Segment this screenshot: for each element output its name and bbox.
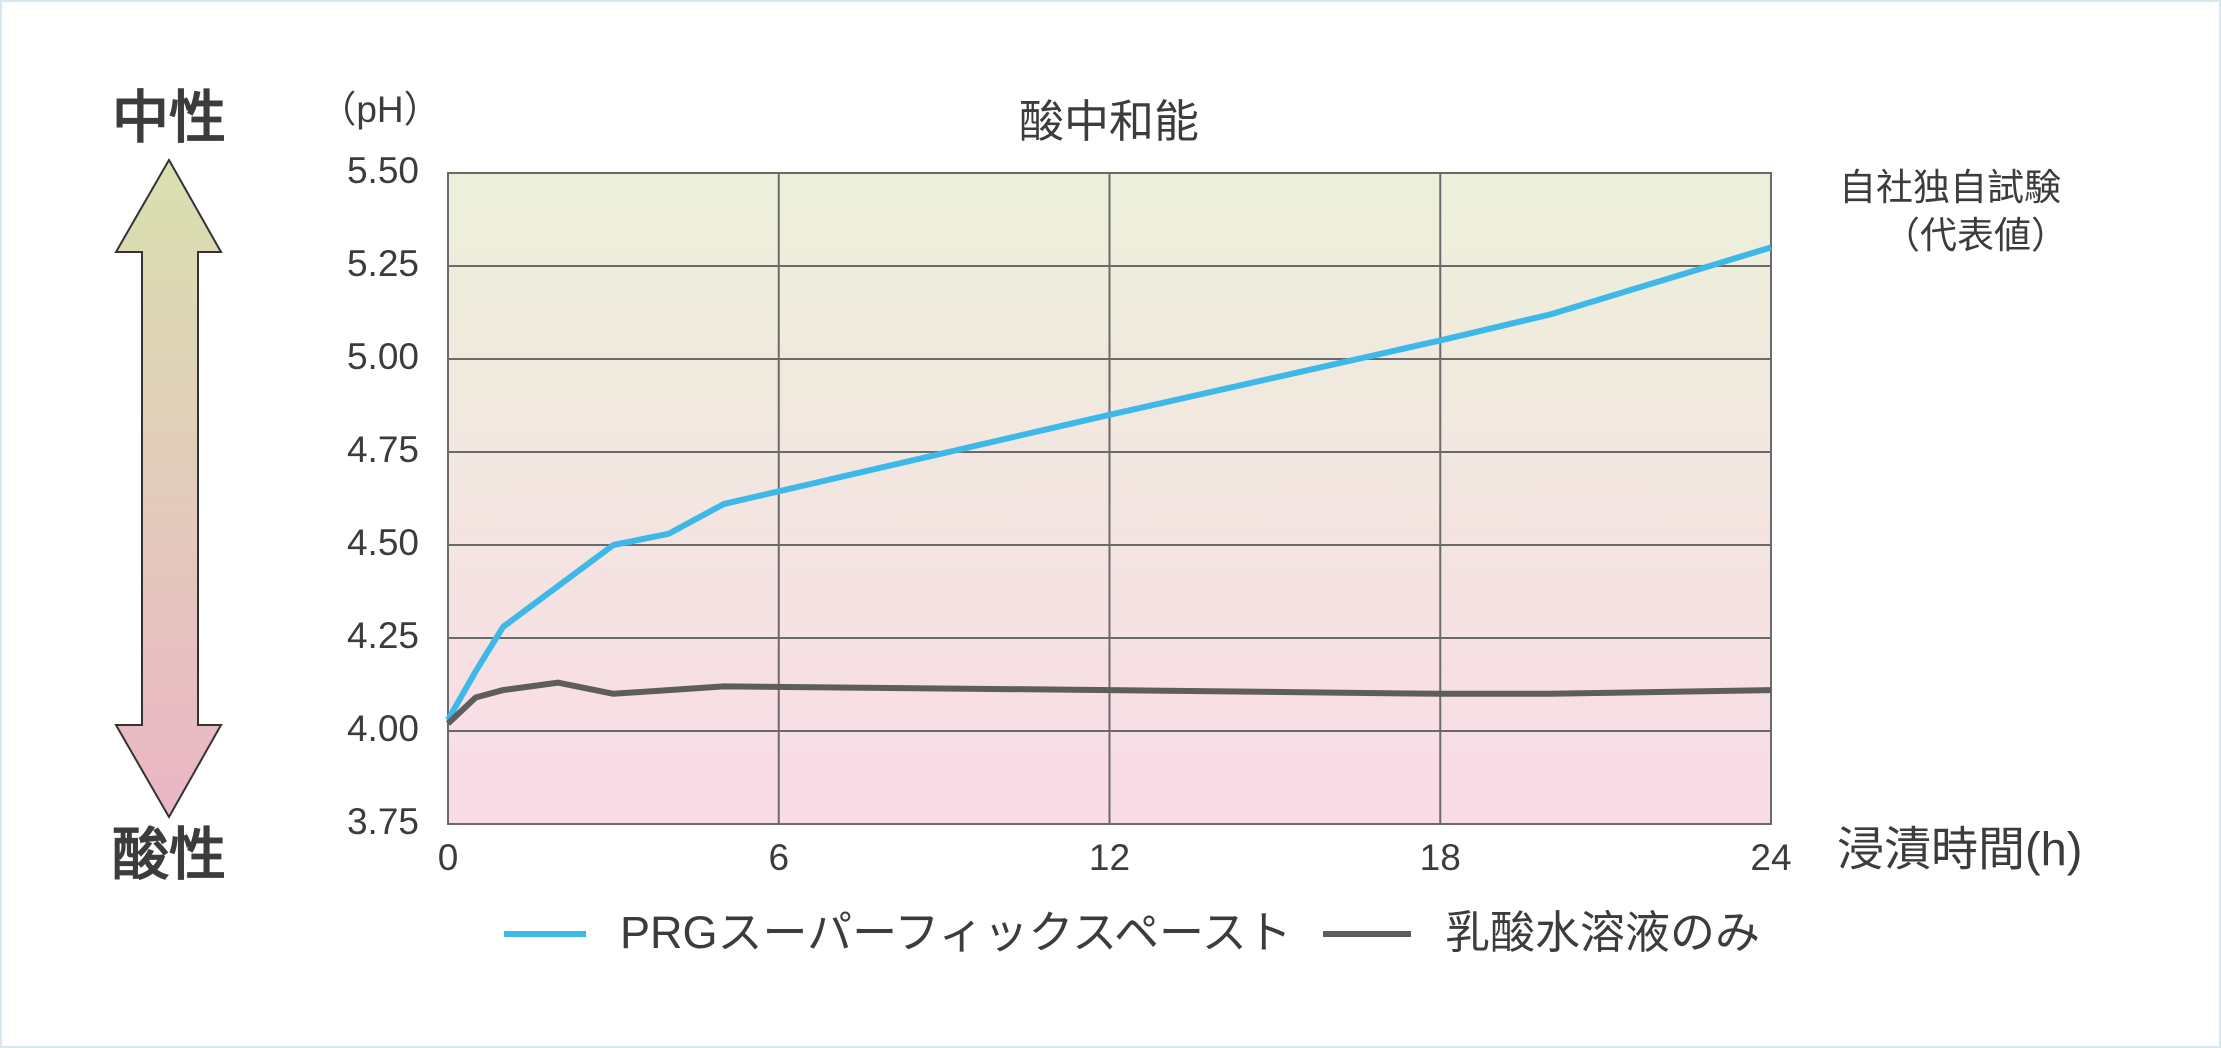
legend-label: 乳酸水溶液のみ <box>1445 907 1760 958</box>
neutral-label: 中性 <box>112 86 226 150</box>
ph-arrow <box>114 157 223 820</box>
x-tick-label: 0 <box>438 837 459 878</box>
data-line <box>445 679 1772 726</box>
y-tick-label: 3.75 <box>347 801 419 842</box>
y-tick-label: 4.50 <box>347 522 419 563</box>
x-tick-label: 18 <box>1420 837 1461 878</box>
x-axis-label: 浸漬時間(h) <box>1837 822 2082 875</box>
y-tick-label: 5.25 <box>347 243 419 284</box>
legend-label: PRGスーパーフィックスペースト <box>620 907 1292 958</box>
y-tick-label: 4.00 <box>347 708 419 749</box>
y-tick-label: 5.50 <box>347 150 419 191</box>
y-tick-label: 4.25 <box>347 615 419 656</box>
y-tick-label: 5.00 <box>347 336 419 377</box>
y-unit-label: （pH） <box>319 89 440 130</box>
x-tick-label: 24 <box>1750 837 1791 878</box>
x-tick-label: 6 <box>768 837 789 878</box>
plot-border <box>447 172 1772 825</box>
chart-title: 酸中和能 <box>1019 96 1199 147</box>
x-tick-label: 12 <box>1089 837 1130 878</box>
y-tick-label: 4.75 <box>347 429 419 470</box>
note: 自社独自試験 <box>1839 167 2061 208</box>
acidic-label: 酸性 <box>112 823 226 887</box>
note: （代表値） <box>1883 215 2068 256</box>
data-line <box>445 244 1772 722</box>
